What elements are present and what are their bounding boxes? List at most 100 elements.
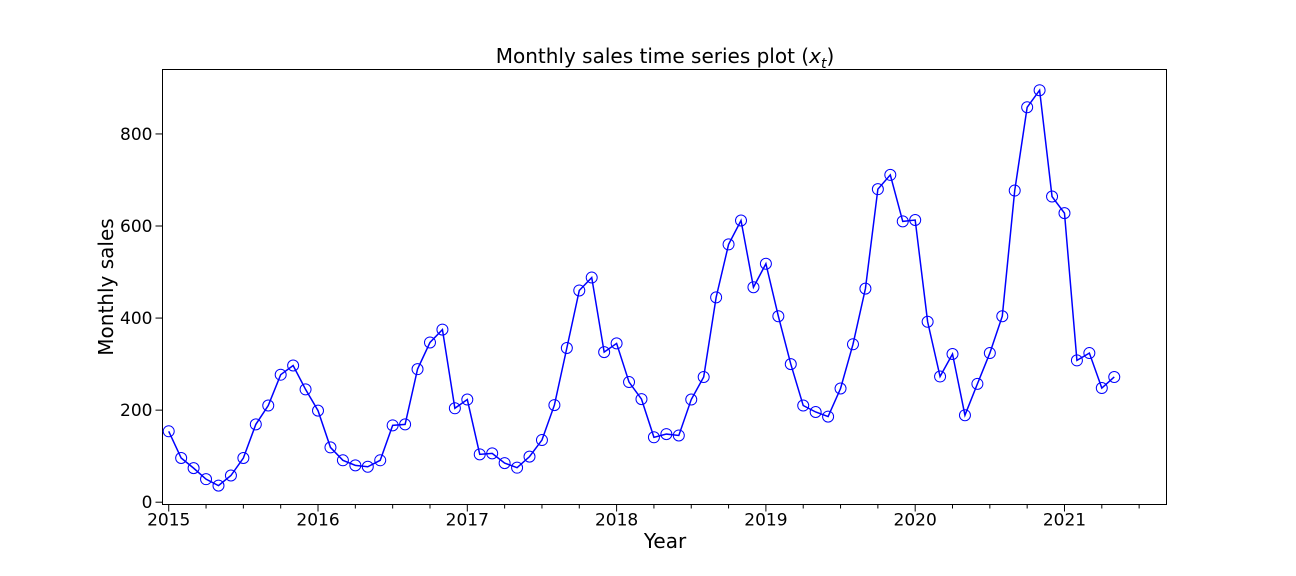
data-point: [212, 479, 225, 492]
data-point: [523, 450, 536, 463]
plot-frame: [162, 69, 1167, 505]
chart-title: Monthly sales time series plot (xt): [496, 44, 835, 72]
x-tick-label: 2021: [1043, 511, 1086, 531]
data-point: [635, 393, 648, 406]
data-point: [535, 434, 548, 447]
x-tick-label: 2018: [595, 511, 638, 531]
data-point: [237, 452, 250, 465]
data-point: [946, 347, 959, 360]
data-point: [759, 257, 772, 270]
data-point: [175, 452, 188, 465]
data-point: [884, 168, 897, 181]
data-point: [436, 323, 449, 336]
data-point: [735, 214, 748, 227]
x-tick-label: 2015: [147, 511, 190, 531]
x-tick-label: 2017: [446, 511, 489, 531]
data-point: [685, 393, 698, 406]
data-point: [274, 368, 287, 381]
data-point: [909, 214, 922, 227]
data-point: [287, 359, 300, 372]
data-point: [560, 341, 573, 354]
x-tick-label: 2016: [296, 511, 339, 531]
data-point: [1046, 190, 1059, 203]
x-axis-label: Year: [643, 529, 687, 553]
data-point: [386, 419, 399, 432]
data-point: [672, 429, 685, 442]
data-point: [610, 337, 623, 350]
data-point: [660, 428, 673, 441]
data-point: [846, 338, 859, 351]
data-point: [623, 376, 636, 389]
data-point: [187, 462, 200, 475]
data-point: [473, 448, 486, 461]
y-tick-label: 800: [120, 125, 152, 145]
data-point: [722, 238, 735, 251]
data-point: [647, 431, 660, 444]
data-point: [859, 282, 872, 295]
data-point: [162, 425, 175, 438]
data-point: [423, 336, 436, 349]
y-tick-label: 200: [120, 401, 152, 421]
data-point: [448, 402, 461, 415]
data-point: [1008, 184, 1021, 197]
data-point: [996, 310, 1009, 323]
data-point: [461, 393, 474, 406]
data-point: [1033, 84, 1046, 97]
data-point: [1021, 101, 1034, 114]
data-point: [971, 377, 984, 390]
data-point: [1070, 354, 1083, 367]
data-point: [299, 383, 312, 396]
data-point: [585, 271, 598, 284]
data-point: [411, 363, 424, 376]
series-line: [168, 88, 1115, 487]
data-point: [747, 281, 760, 294]
data-point: [1108, 370, 1121, 383]
data-point: [336, 454, 349, 467]
series-layer: [162, 84, 1121, 492]
data-point: [312, 404, 325, 417]
y-tick-label: 400: [120, 309, 152, 329]
data-point: [896, 215, 909, 228]
data-point: [399, 418, 412, 431]
data-point: [361, 460, 374, 473]
x-tick-label: 2020: [894, 511, 937, 531]
data-point: [797, 399, 810, 412]
data-point: [710, 291, 723, 304]
y-tick-label: 600: [120, 217, 152, 237]
chart-title-subscript: t: [821, 56, 827, 72]
data-point: [834, 382, 847, 395]
data-point: [249, 418, 262, 431]
data-point: [1095, 382, 1108, 395]
data-point: [598, 346, 611, 359]
data-point: [548, 399, 561, 412]
data-point: [958, 409, 971, 422]
x-axis: 2015 2016 2017 2018 2019 2020 2021: [147, 504, 1140, 531]
data-point: [349, 459, 362, 472]
data-point: [486, 447, 499, 460]
data-point: [511, 461, 524, 474]
data-point: [498, 457, 511, 470]
data-point: [784, 358, 797, 371]
data-point: [262, 399, 275, 412]
data-point: [772, 310, 785, 323]
data-point: [809, 405, 822, 418]
y-axis: 0 200 400 600 800: [120, 125, 163, 513]
chart-title-math: x: [808, 44, 821, 68]
y-tick-label: 0: [142, 493, 153, 513]
data-point: [983, 347, 996, 360]
data-point: [697, 370, 710, 383]
data-point: [822, 410, 835, 423]
data-point: [1058, 207, 1071, 220]
data-point: [224, 469, 237, 482]
chart-title-text: Monthly sales time series plot (: [496, 44, 809, 68]
x-tick-label: 2019: [744, 511, 787, 531]
data-point: [324, 441, 337, 454]
data-point: [573, 284, 586, 297]
data-point: [1083, 347, 1096, 360]
data-point: [921, 315, 934, 328]
data-point: [934, 370, 947, 383]
data-point: [374, 454, 387, 467]
data-point: [200, 473, 213, 486]
y-axis-label: Monthly sales: [94, 218, 118, 355]
